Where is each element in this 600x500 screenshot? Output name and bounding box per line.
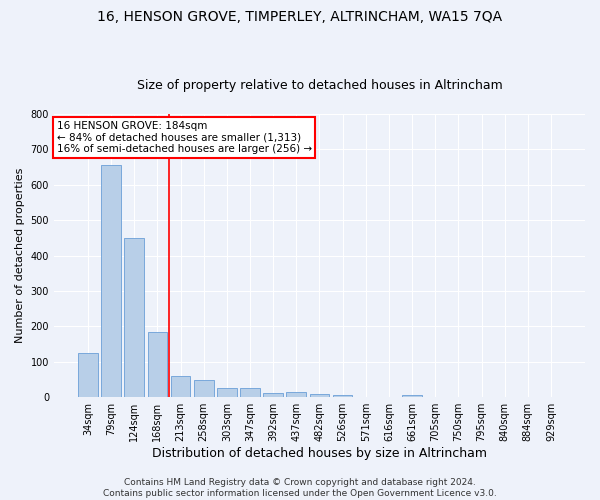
Bar [78, 353, 98, 397]
Text: Contains HM Land Registry data © Crown copyright and database right 2024.
Contai: Contains HM Land Registry data © Crown c… [103, 478, 497, 498]
Text: 16, HENSON GROVE, TIMPERLEY, ALTRINCHAM, WA15 7QA: 16, HENSON GROVE, TIMPERLEY, ALTRINCHAM,… [97, 10, 503, 24]
Y-axis label: Number of detached properties: Number of detached properties [15, 168, 25, 344]
Bar [402, 396, 422, 397]
Bar [101, 166, 121, 397]
Bar [240, 388, 260, 397]
Bar [310, 394, 329, 397]
Bar [124, 238, 144, 397]
X-axis label: Distribution of detached houses by size in Altrincham: Distribution of detached houses by size … [152, 447, 487, 460]
Bar [286, 392, 306, 397]
Bar [333, 396, 352, 397]
Bar [217, 388, 236, 397]
Title: Size of property relative to detached houses in Altrincham: Size of property relative to detached ho… [137, 79, 502, 92]
Bar [194, 380, 214, 397]
Bar [263, 392, 283, 397]
Bar [148, 332, 167, 397]
Bar [170, 376, 190, 397]
Text: 16 HENSON GROVE: 184sqm
← 84% of detached houses are smaller (1,313)
16% of semi: 16 HENSON GROVE: 184sqm ← 84% of detache… [56, 121, 311, 154]
